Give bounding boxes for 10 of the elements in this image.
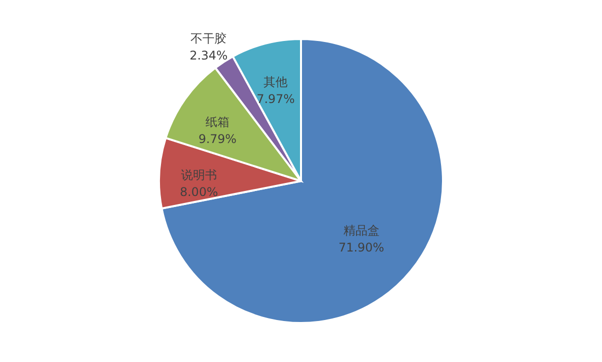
data-label: 8.00% [180,185,218,200]
slice-label: 其他 [264,74,288,89]
data-label: 9.79% [198,132,237,146]
slice-label: 不干胶 [190,31,227,46]
slice-label: 纸箱 [206,114,230,129]
data-label: 7.97% [256,92,295,106]
slice-label: 精品盒 [343,224,380,238]
data-label: 2.34% [190,48,228,62]
data-label: 71.90% [338,240,384,255]
slice-label: 说明书 [180,168,217,182]
